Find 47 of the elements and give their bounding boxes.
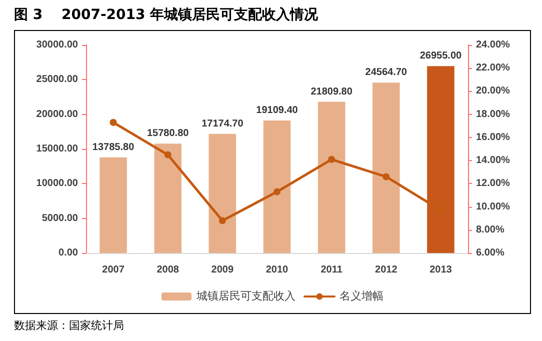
- y2-tick-label: 14.00%: [476, 155, 510, 166]
- point: [218, 217, 226, 224]
- y2-tick-label: 8.00%: [476, 224, 504, 236]
- x-tick-label: 2012: [375, 264, 398, 276]
- bar: [154, 144, 182, 253]
- bar: [318, 102, 346, 253]
- y-tick-label: 15000.00: [36, 144, 78, 154]
- y-tick-label: 25000.00: [36, 74, 78, 86]
- data-label: 21809.80: [310, 86, 353, 98]
- y-tick-label: 0.00: [58, 248, 78, 258]
- source-note: 数据来源：国家统计局: [14, 318, 124, 333]
- y2-tick-label: 24.00%: [476, 40, 510, 50]
- y-tick-label: 20000.00: [36, 108, 78, 120]
- x-tick-label: 2013: [430, 264, 452, 276]
- legend-label: 城镇居民可支配收入: [196, 290, 296, 302]
- x-tick-label: 2008: [156, 264, 180, 276]
- y2-tick-label: 18.00%: [476, 108, 510, 120]
- chart-title: 图 3 2007-2013 年城镇居民可支配收入情况: [14, 6, 318, 24]
- data-label: 17174.70: [202, 118, 244, 130]
- point: [382, 173, 390, 180]
- x-tick-label: 2011: [320, 264, 343, 276]
- point: [274, 188, 280, 196]
- bar: [208, 134, 236, 253]
- data-label: 15780.80: [147, 128, 190, 140]
- y2-tick-label: 10.00%: [476, 201, 510, 212]
- data-label: 13785.80: [92, 142, 135, 153]
- y2-tick-label: 16.00%: [476, 132, 510, 143]
- point: [164, 151, 172, 158]
- legend-label: 名义增幅: [340, 290, 384, 302]
- y2-tick-label: 22.00%: [476, 62, 510, 74]
- y2-tick-label: 6.00%: [476, 248, 504, 258]
- y-tick-label: 5000.00: [42, 212, 78, 224]
- point: [110, 118, 117, 126]
- x-tick-label: 2007: [102, 264, 125, 276]
- data-label: 26955.00: [420, 50, 462, 62]
- y-tick-label: 10000.00: [36, 178, 78, 190]
- point: [328, 156, 336, 163]
- bar: [100, 157, 127, 253]
- data-label: 19109.40: [256, 105, 298, 116]
- bar: [372, 82, 400, 253]
- x-tick-label: 2010: [266, 264, 289, 276]
- bar: [263, 120, 291, 253]
- y2-tick-label: 20.00%: [476, 86, 510, 97]
- data-label: 24564.70: [365, 67, 408, 78]
- y-tick-label: 30000.00: [36, 40, 78, 50]
- y2-tick-label: 12.00%: [476, 178, 510, 190]
- x-tick-label: 2009: [211, 264, 234, 276]
